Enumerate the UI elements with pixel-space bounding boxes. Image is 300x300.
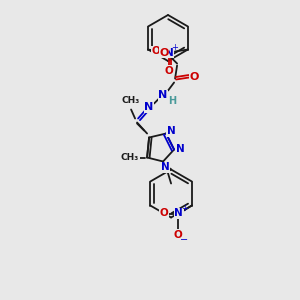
- Text: O: O: [159, 47, 169, 58]
- Text: CH₃: CH₃: [122, 96, 140, 105]
- Text: N: N: [176, 145, 184, 154]
- Text: N: N: [145, 103, 154, 112]
- Text: +: +: [171, 43, 178, 52]
- Text: O: O: [164, 65, 173, 76]
- Text: N: N: [164, 47, 173, 58]
- Text: H: H: [168, 95, 176, 106]
- Text: O: O: [152, 46, 160, 56]
- Text: O: O: [173, 230, 182, 239]
- Text: O: O: [160, 208, 168, 218]
- Text: −: −: [180, 235, 188, 244]
- Text: +: +: [182, 204, 188, 213]
- Text: N: N: [175, 208, 183, 218]
- Text: CH₃: CH₃: [121, 153, 139, 162]
- Text: O: O: [189, 73, 199, 82]
- Text: N: N: [158, 91, 168, 100]
- Text: N: N: [161, 163, 170, 172]
- Text: N: N: [167, 127, 176, 136]
